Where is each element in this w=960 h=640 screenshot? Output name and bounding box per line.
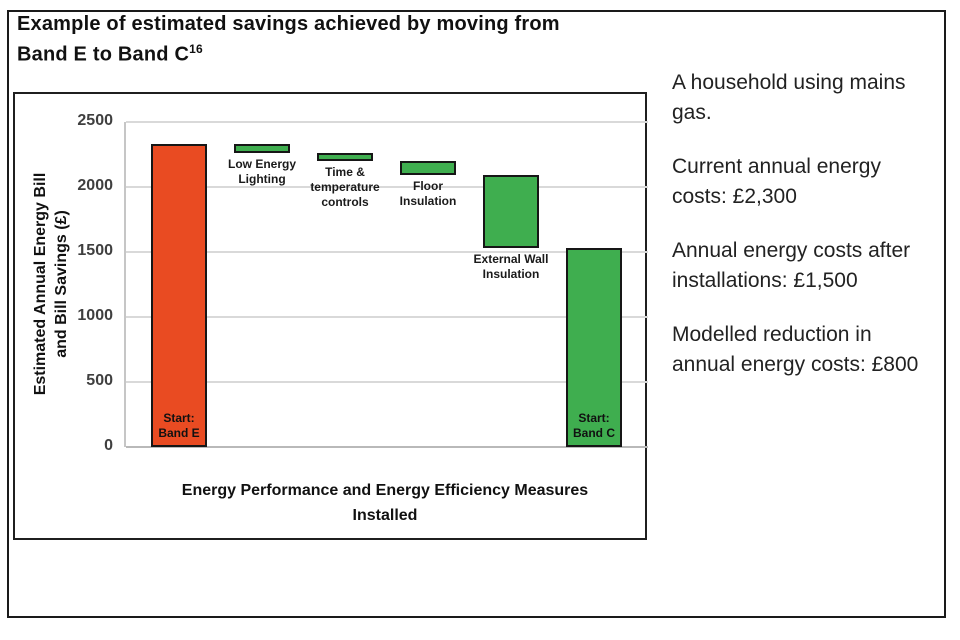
bar-label-start-band-e: Start: Band E [158, 411, 200, 440]
gridline-0 [126, 446, 648, 448]
footnote-reference: 16 [189, 42, 203, 56]
bar-label-external-wall-insulation: External Wall Insulation [473, 252, 549, 282]
gridline-1000 [126, 316, 648, 318]
note-2: Current annual energy costs: £2,300 [672, 155, 881, 208]
plot-area: Start: Band E Low Energy Lighting Time & t… [124, 121, 648, 448]
note-1: A household using mains gas. [672, 71, 906, 124]
bar-start-band-e [151, 144, 207, 447]
gridline-2500 [126, 121, 648, 123]
bar-start-band-c [566, 248, 622, 447]
bar-floor-insulation [400, 161, 456, 176]
gridline-1500 [126, 251, 648, 253]
note-3: Annual energy costs after installations:… [672, 239, 911, 292]
x-axis-title: Energy Performance and Energy Efficiency… [181, 482, 589, 524]
y-tick-label-0: 0 [104, 437, 113, 454]
chart-box: Estimated Annual Energy Bill and Bill Sa… [13, 92, 648, 540]
y-tick-label-1500: 1500 [77, 242, 113, 259]
bar-label-time-temperature-controls: Time & temperature controls [310, 165, 380, 209]
figure-title-line1: Example of estimated savings achieved by… [17, 13, 560, 35]
bar-time-temperature-controls [317, 153, 373, 161]
figure-title-line2: Band E to Band C [17, 43, 190, 66]
y-axis-title: Estimated Annual Energy Bill and Bill Sa… [32, 172, 70, 396]
figure-title: Example of estimated savings achieved by… [17, 12, 657, 68]
bar-low-energy-lighting [234, 144, 290, 154]
note-4: Modelled reduction in annual energy cost… [672, 323, 919, 376]
y-tick-label-1000: 1000 [77, 307, 113, 324]
y-tick-label-500: 500 [86, 372, 113, 389]
gridline-500 [126, 381, 648, 383]
bar-label-start-band-c: Start: Band C [573, 411, 615, 440]
y-tick-label-2500: 2500 [77, 112, 113, 129]
outer-frame [7, 10, 946, 618]
bar-label-floor-insulation: Floor Insulation [399, 179, 457, 209]
notes-column: A household using mains gas. Current annu… [672, 68, 952, 404]
y-tick-label-2000: 2000 [77, 177, 113, 194]
bar-label-low-energy-lighting: Low Energy Lighting [227, 157, 296, 187]
bar-external-wall-insulation [483, 175, 539, 249]
gridline-2000 [126, 186, 648, 188]
